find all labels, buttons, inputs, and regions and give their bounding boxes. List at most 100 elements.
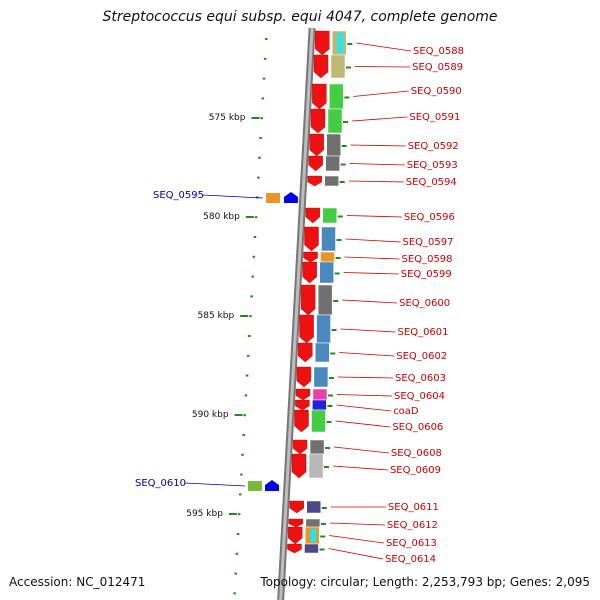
cds-arrow — [309, 133, 324, 157]
gene-label: SEQ_0611 — [388, 502, 439, 513]
minor-tick — [250, 295, 253, 298]
gene-tick — [327, 394, 333, 397]
gene-tick — [328, 377, 334, 379]
gene-bar — [312, 399, 327, 411]
minor-tick — [261, 97, 265, 100]
leader-line — [354, 66, 411, 68]
leader-line — [348, 180, 404, 183]
gene-tick — [327, 405, 333, 407]
gene-label: SEQ_0592 — [408, 141, 459, 152]
gene-bar — [324, 175, 339, 187]
minor-tick — [239, 493, 242, 496]
cds-arrow — [289, 500, 304, 514]
gene-bar — [305, 518, 321, 528]
minor-tick — [242, 434, 245, 436]
gene-tick — [330, 352, 336, 355]
scale-label: 590 kbp — [192, 410, 229, 420]
gene-bar — [329, 83, 344, 110]
gene-tick — [324, 466, 330, 468]
gene-label: SEQ_0608 — [391, 448, 442, 459]
gene-bar — [319, 261, 334, 284]
leader-line — [339, 352, 395, 357]
gene-tick — [336, 239, 342, 241]
gene-label: SEQ_0600 — [399, 298, 450, 309]
leader-line — [335, 420, 391, 428]
cds-arrow — [307, 175, 322, 187]
cds-arrow-reverse — [265, 480, 279, 491]
cds-arrow — [288, 518, 304, 528]
cds-arrow — [315, 30, 330, 56]
cds-arrow-reverse — [284, 192, 298, 203]
minor-tick — [234, 572, 238, 575]
major-tick — [228, 513, 237, 515]
gene-bar — [321, 226, 336, 252]
cds-arrow — [298, 342, 313, 363]
backbone — [279, 27, 314, 600]
gene-label: SEQ_0598 — [402, 254, 453, 265]
minor-tick — [237, 513, 241, 516]
minor-tick — [241, 453, 244, 456]
gene-label: SEQ_0603 — [395, 373, 446, 384]
gene-tick — [345, 66, 351, 69]
minor-tick — [258, 156, 261, 159]
gene-label: SEQ_0594 — [406, 177, 457, 188]
leader-line — [345, 238, 401, 243]
minor-tick — [243, 414, 247, 417]
cds-arrow — [300, 284, 316, 316]
gene-tick — [347, 43, 353, 45]
cds-arrow — [295, 399, 310, 411]
cds-arrow — [292, 439, 308, 455]
gene-tick — [325, 447, 331, 449]
scale-label: 580 kbp — [203, 212, 240, 222]
topology-label: Topology: circular; Length: 2,253,793 bp… — [260, 575, 590, 589]
gene-bar — [327, 108, 343, 134]
minor-tick — [245, 374, 249, 377]
gene-tick — [339, 181, 345, 183]
gene-bar — [322, 207, 338, 224]
gene-bar — [248, 481, 262, 491]
gene-bar — [330, 54, 346, 79]
minor-tick — [248, 335, 251, 337]
gene-label: SEQ_0604 — [394, 391, 445, 402]
minor-tick — [254, 216, 258, 219]
gene-tick — [319, 548, 325, 551]
gene-bar-accent — [310, 529, 317, 542]
leader-line — [336, 394, 393, 397]
minor-tick — [240, 473, 243, 476]
cds-arrow — [310, 108, 326, 134]
leader-line — [337, 376, 394, 379]
gene-tick — [335, 257, 341, 259]
leader-line — [346, 215, 402, 218]
cds-arrow — [308, 155, 323, 172]
gene-bar — [311, 409, 326, 433]
gene-label: SEQ_0597 — [402, 237, 453, 248]
cds-arrow — [302, 261, 317, 284]
minor-tick — [260, 117, 263, 120]
gene-bar-accent — [337, 33, 344, 53]
minor-tick — [262, 77, 266, 80]
gene-label: SEQ_0596 — [404, 212, 455, 223]
cds-arrow — [299, 314, 314, 344]
cds-arrow — [291, 453, 307, 479]
map-title: Streptococcus equi subsp. equi 4047, com… — [102, 9, 498, 25]
leader-line — [344, 256, 400, 260]
gene-bar — [309, 439, 325, 455]
leader-line — [328, 548, 384, 560]
scale-label: 575 kbp — [209, 113, 246, 123]
minor-tick — [263, 57, 267, 60]
minor-tick — [259, 137, 262, 139]
leader-line — [334, 446, 389, 454]
cds-arrow — [304, 226, 319, 252]
cds-arrow — [287, 526, 303, 545]
leader-line — [329, 535, 384, 544]
gene-bar — [266, 193, 280, 203]
gene-label: SEQ_0606 — [392, 422, 443, 433]
gene-tick — [326, 421, 332, 423]
minor-tick — [246, 354, 250, 357]
minor-tick — [233, 592, 236, 595]
gene-bar — [317, 284, 333, 316]
leader-line — [184, 482, 246, 487]
minor-tick — [265, 38, 268, 40]
